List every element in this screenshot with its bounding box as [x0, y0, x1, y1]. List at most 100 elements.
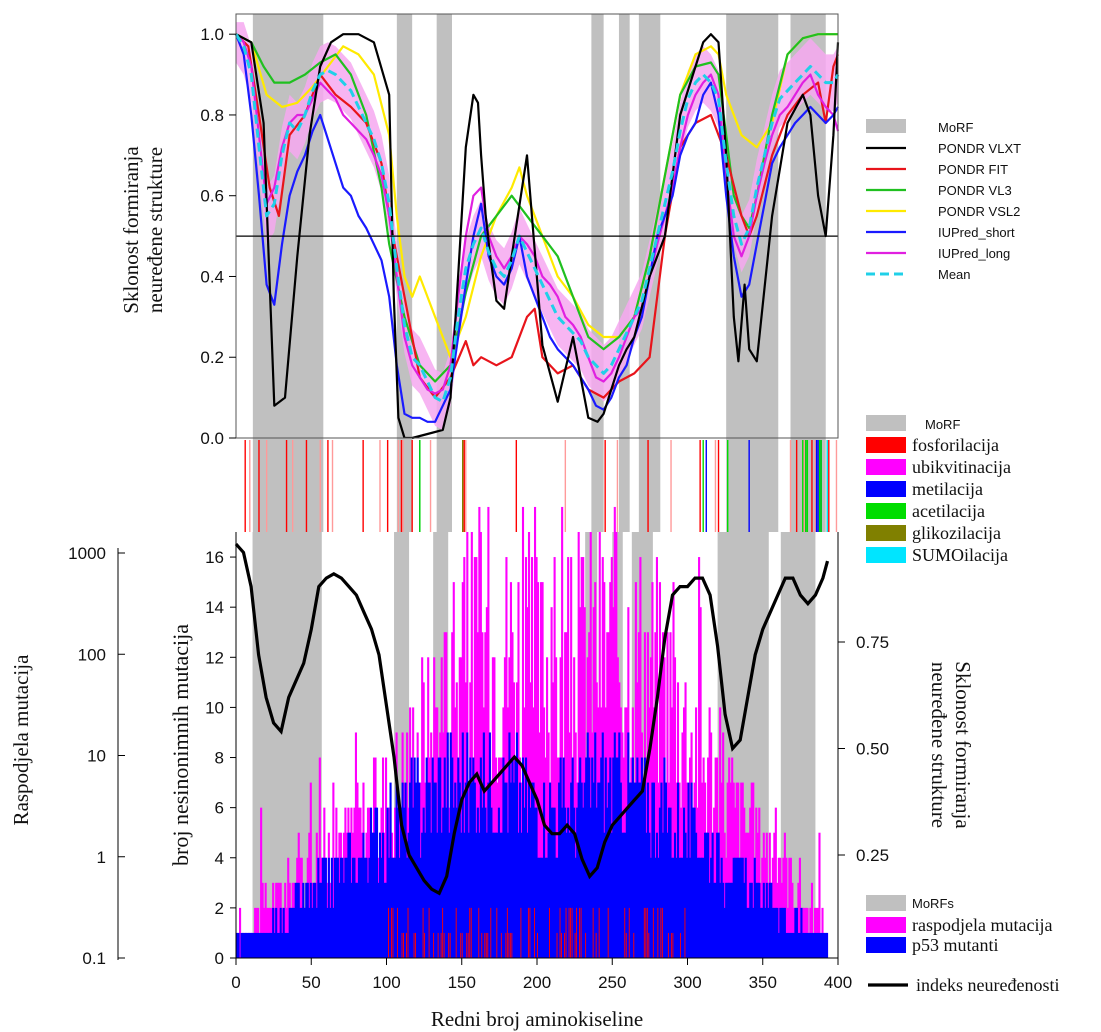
p53-mutant-bar: [734, 857, 737, 958]
p53-mutant-bar: [595, 807, 598, 958]
hotspot-bar: [449, 932, 451, 958]
p53-mutant-bar: [461, 732, 464, 958]
mutation-bar: [785, 857, 788, 958]
p53-mutant-bar: [320, 882, 323, 958]
p53-mutant-bar: [803, 932, 806, 958]
mutation-bar: [672, 582, 675, 958]
hotspot-bar: [413, 932, 415, 958]
p53-mutant-bar: [448, 832, 451, 958]
p53-mutant-bar: [409, 782, 412, 958]
p53-mutant-bar: [296, 882, 299, 958]
mutation-bar: [284, 882, 287, 958]
p53-mutant-bar: [744, 857, 747, 958]
p53-mutant-bar: [339, 857, 342, 958]
mutation-bar: [699, 607, 702, 958]
hotspot-bar: [443, 932, 445, 958]
hotspot-bar: [574, 932, 576, 958]
mutation-bar: [318, 757, 321, 958]
p53-mutant-bar: [767, 907, 770, 958]
x-tick-label: 300: [673, 973, 701, 992]
right-axis-label-line2: neuređene strukture: [927, 662, 951, 828]
hotspot-bar: [684, 907, 686, 958]
p53-mutant-bar: [288, 907, 291, 958]
hotspot-bar: [625, 932, 627, 958]
p53-mutant-bar: [533, 807, 537, 958]
p53-mutant-bar: [270, 932, 273, 958]
count-tick-label: 10: [205, 698, 224, 717]
hotspot-bar: [565, 907, 567, 958]
y-tick-label: 0.8: [200, 106, 224, 125]
p53-mutant-bar: [553, 807, 556, 958]
x-tick-label: 400: [824, 973, 852, 992]
mutation-bar: [533, 506, 537, 958]
p53-mutant-bar: [403, 807, 406, 958]
count-tick-label: 2: [215, 899, 224, 918]
mutation-bar: [746, 832, 749, 958]
p53-mutant-bar: [815, 932, 818, 958]
p53-mutant-bar: [357, 857, 361, 958]
mutation-bar: [666, 632, 669, 958]
p53-mutant-bar: [258, 932, 261, 958]
p53-mutant-bar: [612, 757, 615, 958]
p53-mutant-bar: [505, 782, 508, 958]
mutation-bar: [561, 506, 564, 958]
p53-mutant-bar: [628, 782, 631, 958]
hotspot-bar: [661, 907, 663, 958]
mutation-bar: [749, 807, 752, 958]
hotspot-bar: [652, 907, 654, 958]
p53-mutant-bar: [243, 932, 246, 958]
p53-mutant-bar: [544, 857, 547, 958]
mutation-bar: [788, 857, 791, 958]
p53-mutant-bar: [407, 832, 410, 958]
mutation-bar: [479, 532, 482, 958]
hotspot-bar: [537, 932, 538, 958]
p53-mutant-bar: [532, 782, 535, 958]
p53-mutant-bar: [670, 857, 674, 958]
p53-mutant-bar: [692, 807, 695, 958]
x-tick-label: 350: [749, 973, 777, 992]
hotspot-bar: [484, 932, 486, 958]
morf-regions-ptm: [252, 438, 826, 532]
p53-mutant-bar: [728, 882, 731, 958]
p53-mutant-bar: [454, 782, 457, 958]
p53-mutant-bar: [758, 882, 761, 958]
x-tick-label: 250: [598, 973, 626, 992]
p53-mutant-bar: [822, 932, 826, 958]
p53-mutant-bar: [684, 832, 687, 958]
hotspot-bar: [559, 907, 561, 958]
p53-mutant-bar: [427, 782, 430, 958]
legend-label: MoRFs: [912, 896, 954, 911]
hotspot-bar: [592, 907, 594, 958]
p53-mutant-bar: [785, 932, 788, 958]
p53-mutant-bar: [824, 932, 827, 958]
mutation-bar: [555, 657, 558, 958]
p53-mutant-bar: [491, 832, 494, 958]
morf-region: [638, 14, 661, 438]
hotspot-bar: [415, 932, 416, 958]
p53-mutant-bar: [597, 782, 600, 958]
mutation-bar: [615, 532, 618, 958]
mutation-bar: [278, 882, 281, 958]
series-line-pondr-fit: [235, 33, 840, 399]
p53-mutant-bar: [726, 882, 729, 958]
p53-mutant-bar: [701, 857, 704, 958]
p53-mutant-bar: [391, 857, 394, 958]
mutation-bar: [722, 732, 725, 958]
p53-mutant-bar: [588, 757, 591, 958]
mutation-panel: 0 2 4 6 8 10 12 14 16 0 50 100 150 200 250 300 350 400 0.1…: [9, 506, 1059, 1031]
mutation-bar: [473, 557, 476, 958]
p53-mutant-bar: [308, 907, 311, 958]
p53-mutant-bar: [818, 932, 821, 958]
p53-mutant-bar: [630, 782, 633, 958]
series-line-pondr-vlxt: [235, 33, 840, 440]
p53-mutant-bar: [558, 782, 561, 958]
p53-mutant-bar: [782, 907, 785, 958]
p53-mutant-bar: [669, 807, 672, 958]
p53-mutant-bar: [732, 857, 735, 958]
p53-mutant-bar: [439, 757, 442, 958]
legend-swatch-glikozilacija: [866, 525, 906, 541]
p53-mutant-bar: [236, 932, 239, 958]
p53-mutant-bar: [467, 832, 470, 958]
hotspot-bar: [585, 932, 587, 958]
